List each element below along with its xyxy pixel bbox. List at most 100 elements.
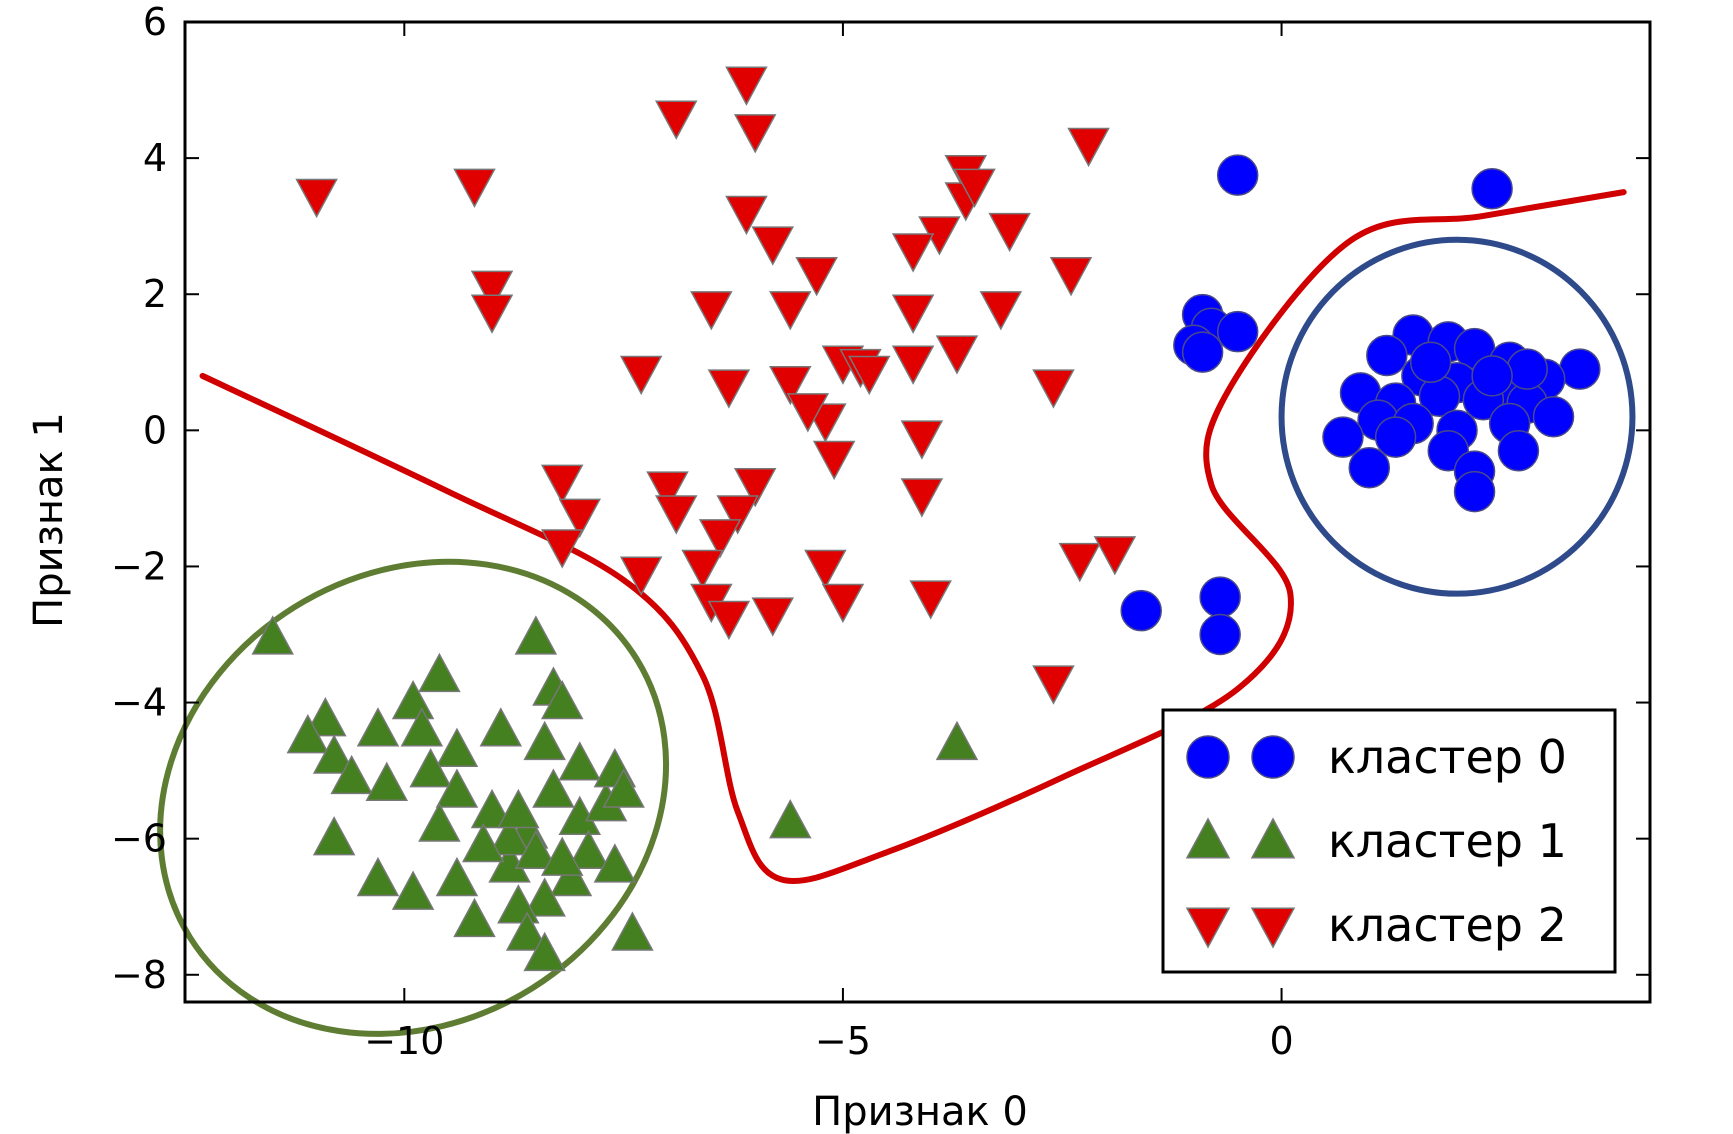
point-series-1-23: [523, 720, 566, 761]
annotation-ellipse-1: [157, 558, 670, 1037]
legend-marker-2-b: [1250, 907, 1296, 949]
point-series-2-0: [725, 66, 768, 106]
point-series-2-34: [540, 464, 584, 504]
point-series-1-13: [435, 768, 479, 808]
point-series-2-53: [1093, 536, 1137, 576]
legend-label-2: кластер 2: [1328, 898, 1567, 952]
point-series-2-2: [733, 114, 777, 154]
point-series-2-18: [690, 291, 733, 331]
point-series-1-8: [391, 679, 435, 720]
axes: −10 −5 0 −8 −6 −4 −2 0 2 4 6: [111, 0, 1652, 1063]
y-tick-label: −2: [111, 544, 167, 588]
point-series-1-33: [549, 856, 593, 897]
point-series-0-34: [1348, 447, 1391, 489]
legend-marker-1-a: [1185, 817, 1231, 859]
point-series-2-24: [769, 365, 812, 406]
legend-frame: [1161, 708, 1617, 974]
x-tick-label: 0: [1269, 1019, 1293, 1063]
point-series-1-9: [418, 652, 461, 693]
point-series-2-3: [1067, 127, 1110, 168]
point-series-1-10: [400, 707, 444, 747]
legend-label-0: кластер 0: [1328, 730, 1567, 784]
y-tick-label: 4: [143, 136, 167, 180]
point-series-2-23: [707, 369, 751, 409]
point-series-1-12: [409, 748, 452, 788]
point-series-1-38: [593, 843, 637, 883]
point-series-0-5: [1216, 310, 1259, 353]
point-series-2-1: [654, 100, 698, 140]
y-tick-label: −4: [111, 681, 167, 725]
point-series-1-37: [523, 931, 566, 972]
point-series-0-31: [1374, 416, 1417, 458]
point-series-0-25: [1532, 395, 1575, 438]
point-series-0-38: [1409, 341, 1452, 384]
point-series-2-49: [804, 549, 847, 590]
data-points: [251, 66, 1601, 972]
point-series-1-43: [540, 836, 584, 876]
x-tick-label: −5: [815, 1019, 871, 1063]
point-series-2-37: [812, 440, 856, 481]
series-1-points: [251, 615, 979, 972]
point-series-0-15: [1366, 334, 1408, 377]
point-series-1-4: [312, 734, 356, 774]
point-series-2-47: [707, 600, 751, 641]
y-axis-label: Признак 1: [26, 412, 72, 628]
point-series-1-2: [304, 696, 347, 737]
legend-label-1: кластер 1: [1328, 814, 1567, 868]
point-series-0-36: [1453, 470, 1496, 513]
point-series-0-33: [1497, 430, 1540, 472]
point-series-1-1: [514, 615, 558, 655]
point-series-1-11: [435, 727, 479, 767]
point-series-1-47: [769, 799, 812, 839]
point-series-2-12: [988, 212, 1031, 253]
point-series-2-21: [979, 291, 1023, 331]
point-series-2-19: [769, 291, 812, 331]
x-tick-label: −10: [364, 1019, 444, 1063]
point-series-2-13: [891, 233, 935, 273]
point-series-1-45: [497, 788, 540, 829]
point-series-2-52: [1058, 542, 1102, 583]
point-series-1-17: [391, 870, 435, 910]
point-series-2-16: [470, 270, 514, 310]
point-series-2-48: [751, 597, 795, 637]
point-series-2-41: [654, 495, 698, 535]
point-series-0-9: [1199, 613, 1241, 656]
y-tick-label: −6: [111, 817, 167, 861]
point-series-0-1: [1471, 167, 1513, 210]
point-series-1-25: [540, 679, 584, 720]
point-series-0-39: [1471, 355, 1513, 397]
y-tick-label: −8: [111, 953, 167, 997]
point-series-2-39: [558, 498, 602, 538]
point-series-2-20: [891, 294, 935, 334]
point-series-0-8: [1199, 576, 1241, 618]
point-series-1-27: [532, 768, 575, 808]
point-series-0-7: [1120, 589, 1162, 632]
legend-marker-0-b: [1251, 735, 1295, 779]
point-series-1-0: [251, 615, 294, 655]
annotations: [157, 189, 1636, 1037]
y-tick-label: 0: [143, 408, 167, 452]
point-series-1-35: [497, 884, 540, 924]
point-series-1-3: [286, 714, 330, 754]
point-series-2-15: [795, 257, 838, 297]
point-series-2-17: [470, 294, 514, 334]
point-series-2-45: [619, 556, 663, 596]
point-series-1-22: [479, 707, 523, 747]
annotation-ellipse-0: [1278, 236, 1636, 597]
point-series-2-54: [1032, 665, 1075, 705]
point-series-2-50: [909, 580, 952, 620]
point-series-1-32: [602, 768, 645, 808]
point-series-1-42: [514, 829, 558, 870]
point-series-2-8: [953, 168, 996, 208]
point-series-1-6: [356, 707, 400, 747]
point-series-2-36: [733, 468, 777, 508]
legend-marker-2-a: [1185, 907, 1231, 949]
point-series-1-7: [365, 761, 409, 801]
point-series-1-18: [435, 856, 479, 897]
legend: кластер 0 кластер 1 кластер 2: [1161, 708, 1617, 974]
point-series-0-0: [1216, 154, 1259, 196]
point-series-1-41: [488, 816, 531, 856]
point-series-2-4: [295, 178, 338, 219]
point-series-1-26: [558, 741, 602, 781]
